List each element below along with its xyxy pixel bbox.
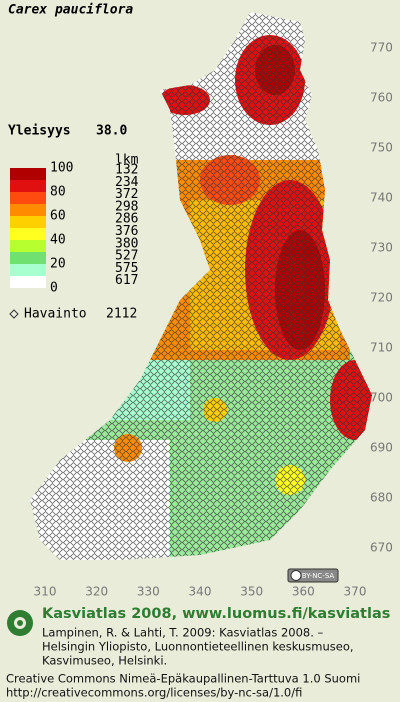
legend-header: lkm: [115, 153, 139, 168]
legend-swatch: [10, 180, 46, 192]
legend-swatch: [10, 240, 46, 252]
y-coordinate-label: 690: [370, 441, 393, 455]
legend-scale-label: 20: [50, 257, 66, 272]
license-line: Creative Commons Nimeä-Epäkaupallinen-Ta…: [6, 672, 360, 686]
citation-line: Helsingin Yliopisto, Luonnontieteellinen…: [42, 640, 354, 654]
legend-scale-label: 100: [50, 161, 73, 176]
x-coordinate-label: 360: [292, 585, 315, 599]
title: Carex pauciflora: [8, 3, 133, 18]
license-badge-text: BY-NC-SA: [302, 572, 335, 580]
y-coordinate-label: 770: [370, 41, 393, 55]
legend-count: 380: [115, 236, 138, 251]
legend-scale-label: 60: [50, 209, 66, 224]
legend-count: 527: [115, 249, 138, 264]
legend-swatch: [10, 276, 46, 288]
y-coordinate-label: 740: [370, 191, 393, 205]
legend-swatch: [10, 252, 46, 264]
citation-line: Kasvimuseo, Helsinki.: [42, 654, 167, 668]
y-coordinate-label: 760: [370, 91, 393, 105]
x-coordinate-label: 320: [85, 585, 108, 599]
legend-swatch: [10, 168, 46, 180]
frequency-value: 38.0: [96, 124, 127, 139]
legend-swatch: [10, 216, 46, 228]
legend-scale-label: 80: [50, 185, 66, 200]
legend-scale-label: 40: [50, 233, 66, 248]
license-line: http://creativecommons.org/licenses/by-n…: [6, 686, 302, 700]
legend-count: 298: [115, 199, 138, 214]
y-coordinate-label: 700: [370, 391, 393, 405]
footer-title: Kasviatlas 2008, www.luomus.fi/kasviatla…: [42, 606, 390, 622]
legend-swatch: [10, 228, 46, 240]
observation-icon: [9, 309, 19, 319]
legend: 100 80 60 40 20 0 1322343722982863763805275756…: [10, 161, 139, 296]
y-coordinate-label: 720: [370, 291, 393, 305]
y-coordinate-label: 710: [370, 341, 393, 355]
legend-swatch: [10, 192, 46, 204]
legend-count: 617: [115, 273, 138, 288]
observations-label: Havainto: [24, 307, 87, 322]
legend-scale-label: 0: [50, 281, 58, 296]
legend-count: 234: [115, 175, 139, 190]
map-area: [30, 12, 372, 560]
x-coordinate-label: 370: [344, 585, 367, 599]
logo: [7, 610, 33, 636]
x-coordinate-label: 350: [240, 585, 263, 599]
license-badge: BY-NC-SA: [287, 568, 339, 583]
frequency-label: Yleisyys: [8, 124, 71, 139]
legend-count: 286: [115, 212, 138, 227]
y-coordinate-label: 750: [370, 141, 393, 155]
legend-swatch: [10, 204, 46, 216]
x-coordinate-label: 310: [34, 585, 57, 599]
legend-count: 575: [115, 261, 138, 276]
y-coordinate-label: 730: [370, 241, 393, 255]
legend-count: 132: [115, 163, 138, 178]
y-coordinate-label: 670: [370, 541, 393, 555]
legend-count: 376: [115, 224, 138, 239]
x-coordinate-label: 330: [137, 585, 160, 599]
y-coordinate-label: 680: [370, 491, 393, 505]
legend-swatch: [10, 264, 46, 276]
x-coordinate-label: 340: [189, 585, 212, 599]
observations-count: 2112: [106, 307, 137, 322]
legend-count: 372: [115, 187, 138, 202]
axes: 770 760 750 740 730 720 710 700 690 680 670 310 320 3…: [34, 41, 393, 599]
citation-line: Lampinen, R. & Lahti, T. 2009: Kasviatla…: [42, 626, 324, 640]
